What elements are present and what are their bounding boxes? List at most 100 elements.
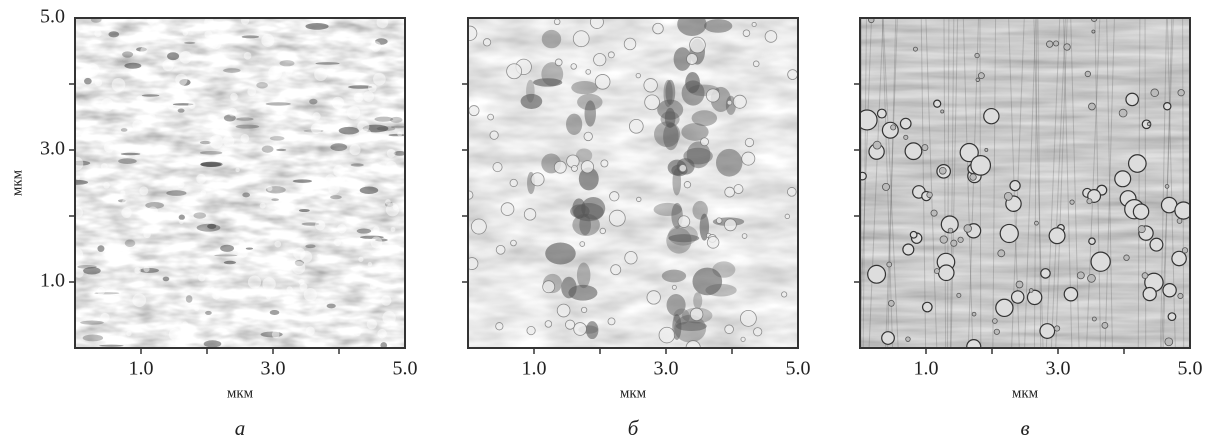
patch [674,314,707,343]
droplet [977,72,985,80]
grain [219,57,227,64]
patch [703,19,733,33]
streak [950,18,959,348]
streak [920,18,927,348]
droplet [872,140,882,150]
grain [200,190,207,196]
grain [623,37,637,51]
grain [271,330,280,339]
grain [166,190,187,196]
droplet [1063,43,1071,51]
grain [624,251,638,265]
grain [726,99,733,106]
texture [75,18,405,348]
grain [236,117,254,121]
panel-label: а [235,416,246,440]
grain [570,63,577,70]
grain [683,181,692,189]
grain [286,286,293,293]
x-axis-label: мкм [1012,385,1039,401]
x-axis-label: мкм [620,385,647,401]
grain [310,123,322,135]
grain [600,159,609,168]
grain [185,295,193,303]
grain [585,69,592,75]
grain [99,344,124,347]
grain [75,206,84,219]
streak [1160,18,1168,348]
grain [111,78,126,92]
grain [243,52,252,60]
droplet [1176,218,1183,224]
grain [268,66,282,80]
grain [390,125,405,129]
droplet [921,301,933,313]
droplet [1174,201,1190,220]
droplet [997,249,1006,258]
grain [678,164,687,173]
patch [661,269,687,283]
droplet [971,311,977,317]
droplet [1142,286,1157,302]
grain [222,135,235,147]
grain [245,247,254,250]
streak [881,18,894,348]
droplet [1088,237,1096,246]
grain [468,257,479,270]
droplet [1053,40,1060,47]
grain [544,320,553,328]
grain [120,190,126,196]
droplet [1048,227,1066,245]
grain [593,53,607,67]
droplet [963,224,972,233]
grain [556,303,571,318]
grain [373,226,380,233]
patch [520,93,543,109]
grain [495,245,506,255]
grain [333,165,345,177]
grain [120,128,128,132]
droplet [969,173,977,181]
grain [337,224,347,234]
grain [553,18,561,26]
grain [205,310,212,315]
grain [177,108,185,113]
streak [885,18,898,348]
grain [117,253,123,260]
grain [197,273,206,282]
grain [141,94,160,97]
x-tick-label: 1.0 [522,358,547,380]
grain [145,201,165,209]
droplet [947,227,954,234]
streak [1106,18,1113,348]
grain [75,156,84,171]
droplet [930,209,938,217]
patch [584,100,596,127]
droplet [1127,154,1147,173]
grain [376,18,389,29]
patch [585,321,599,340]
grain [120,152,141,156]
grain [193,212,207,219]
grain [75,247,84,262]
grain [235,124,260,129]
grain [118,158,137,164]
grain [741,233,748,239]
grain [385,160,397,172]
patch [677,18,707,37]
grain [203,340,222,348]
streak [925,18,938,348]
grain [346,106,361,120]
grain [786,187,797,197]
grain [86,63,100,77]
grain [96,286,106,295]
grain [178,214,185,220]
grain [261,145,274,153]
droplet [905,336,911,342]
grain [90,18,102,23]
grain [299,282,308,291]
frame [467,17,799,349]
grain [359,186,379,195]
droplet [938,166,947,175]
grain [700,137,709,147]
